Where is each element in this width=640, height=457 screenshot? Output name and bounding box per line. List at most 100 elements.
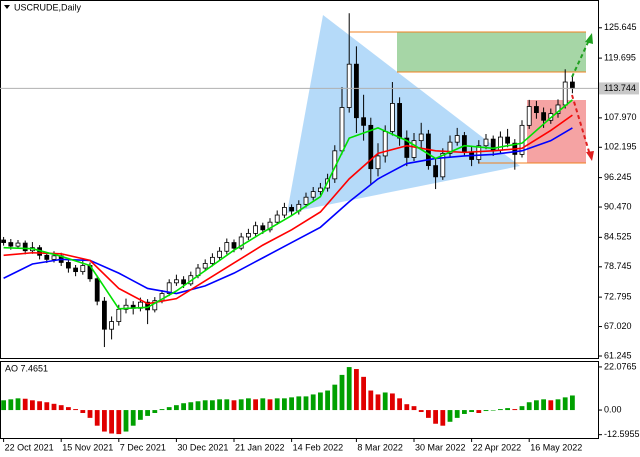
candle-body — [116, 308, 122, 322]
y-tick-label: 90.470 — [604, 201, 632, 211]
arrow-down — [571, 94, 591, 156]
candle-body — [289, 207, 295, 212]
ao-bar — [238, 399, 244, 411]
x-tick-label: 15 Nov 2021 — [62, 442, 113, 452]
candle-body — [217, 250, 223, 258]
ao-bar — [58, 405, 64, 411]
candle-body — [310, 191, 316, 198]
candle-body — [73, 267, 78, 273]
ao-bar — [440, 410, 446, 426]
ao-bar — [116, 410, 122, 435]
moving-average — [3, 127, 573, 295]
y-tick-label: 0.00 — [604, 404, 622, 414]
x-tick-label: 8 Mar 2022 — [357, 442, 403, 452]
x-tick-label: 22 Oct 2021 — [5, 442, 54, 452]
ao-bar — [274, 398, 280, 411]
ao-bar — [282, 398, 287, 411]
ao-bar — [159, 409, 165, 411]
moving-average — [3, 114, 573, 305]
ao-bar — [289, 397, 294, 411]
candle-body — [166, 282, 172, 294]
y-tick-label: 96.245 — [604, 172, 632, 182]
candle-body — [173, 279, 179, 284]
candle-body — [433, 165, 439, 178]
ao-bar — [94, 410, 100, 426]
ao-bar — [332, 384, 338, 411]
candle-body — [22, 242, 28, 252]
candle-body — [454, 135, 460, 143]
candle-body — [476, 145, 482, 160]
ao-bar — [526, 402, 532, 411]
candle-body — [570, 81, 575, 89]
candle-body — [224, 242, 230, 252]
ao-bar — [231, 400, 237, 411]
ao-bar — [267, 399, 273, 411]
ao-bar — [426, 410, 431, 418]
y-tick-label: 119.695 — [604, 52, 636, 62]
candle-body — [202, 263, 208, 269]
x-tick-label: 7 Dec 2021 — [120, 442, 166, 452]
ao-bar — [534, 400, 539, 411]
candle-body — [534, 106, 539, 114]
candle-body — [404, 137, 410, 158]
ao-bar — [490, 410, 496, 411]
ao-bar — [30, 400, 35, 411]
candle-body — [231, 242, 237, 249]
ao-bar — [462, 410, 467, 414]
x-tick-label: 21 Jan 2022 — [235, 442, 285, 452]
ao-bar — [188, 402, 194, 411]
y-tick-label: 67.020 — [604, 321, 632, 331]
ao-bar — [260, 398, 266, 411]
ao-bar — [411, 406, 417, 411]
candle-body — [238, 236, 244, 249]
ao-bar — [562, 397, 568, 411]
candle-body — [519, 124, 525, 155]
candle-body — [209, 256, 215, 264]
candle-body — [253, 225, 259, 234]
target-zone-up — [397, 32, 586, 72]
candle-body — [44, 254, 50, 260]
ao-title: AO 7.4651 — [5, 363, 48, 373]
ao-bar — [361, 376, 366, 411]
arrow-head — [585, 33, 593, 44]
candle-body — [109, 321, 114, 330]
candle-body — [526, 106, 532, 126]
ao-bar — [253, 399, 258, 411]
ao-bar — [346, 367, 352, 411]
candle-body — [94, 278, 100, 302]
candle-body — [440, 152, 446, 178]
ao-bar — [548, 400, 554, 411]
ao-bar — [382, 392, 388, 411]
candle-body — [361, 117, 367, 126]
candle-body — [461, 135, 467, 153]
y-tick-label: -12.5955 — [604, 429, 640, 439]
ao-bar — [505, 408, 510, 411]
ao-bar — [318, 392, 323, 411]
y-tick-label: 102.195 — [604, 142, 637, 152]
ao-bar — [73, 409, 78, 411]
ao-bar — [454, 410, 460, 418]
candle-body — [303, 196, 309, 205]
ao-bar — [66, 407, 71, 411]
ao-bar — [354, 369, 359, 411]
y-tick-label: 84.525 — [604, 232, 632, 242]
candle-body — [317, 187, 323, 193]
x-tick-label: 14 Feb 2022 — [293, 442, 344, 452]
candle-body — [418, 133, 424, 142]
candle-body — [274, 214, 280, 223]
marks: 125.645 119.695 107.970 102.195 96.245 90.470… — [0, 13, 640, 452]
ao-bar — [44, 402, 50, 411]
ao-bar — [166, 407, 172, 411]
ao-bar — [109, 410, 114, 434]
ao-bar — [224, 399, 230, 411]
x-tick-label: 30 Dec 2021 — [177, 442, 228, 452]
ao-bar — [433, 410, 438, 424]
candle-body — [245, 232, 251, 238]
ao-bar — [303, 396, 309, 411]
ao-bar — [519, 406, 525, 411]
ao-bar — [447, 410, 453, 422]
ao-bar — [368, 390, 374, 411]
ao-bar — [202, 400, 208, 411]
ao-bar — [570, 395, 575, 411]
y-tick-label: 125.645 — [604, 22, 637, 32]
